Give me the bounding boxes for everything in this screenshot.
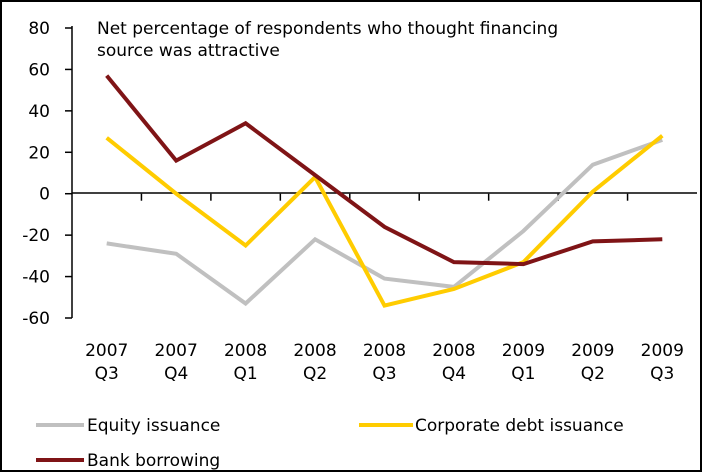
- legend-label: Corporate debt issuance: [415, 416, 624, 436]
- series-line-corporate-debt-issuance: [105, 134, 664, 308]
- x-tick-label-quarter: Q4: [442, 364, 466, 384]
- x-tick-label-quarter: Q3: [372, 364, 396, 384]
- x-tick-label-year: 2008: [363, 341, 406, 361]
- chart-annotation-line-1: Net percentage of respondents who though…: [97, 19, 558, 39]
- y-tick-label: 0: [39, 185, 50, 205]
- x-tick-label-quarter: Q3: [650, 364, 674, 384]
- legend: Equity issuance Corporate debt issuance Ba…: [36, 416, 624, 471]
- y-tick-label: 60: [28, 60, 50, 80]
- x-tick-label-quarter: Q1: [511, 364, 535, 384]
- series-line-equity-issuance: [106, 138, 663, 307]
- x-tick-label-year: 2009: [571, 341, 614, 361]
- legend-label: Bank borrowing: [87, 451, 220, 471]
- x-tick-label-quarter: Q2: [303, 364, 327, 384]
- x-tick-label-quarter: Q2: [581, 364, 605, 384]
- x-tick-label-year: 2007: [155, 341, 198, 361]
- x-tick-label-year: 2008: [224, 341, 267, 361]
- x-tick-label-year: 2008: [432, 341, 475, 361]
- series-lines: [105, 74, 664, 308]
- chart-annotation-line-2: source was attractive: [97, 41, 280, 61]
- x-tick-label-quarter: Q1: [234, 364, 258, 384]
- y-tick-label: 80: [28, 19, 50, 39]
- y-ticks: 80 60 40 20 0 -20 -40 -60: [22, 19, 72, 329]
- legend-label: Equity issuance: [87, 416, 220, 436]
- y-tick-label: 40: [28, 102, 50, 122]
- x-tick-label-year: 2009: [502, 341, 545, 361]
- x-tick-label-year: 2007: [85, 341, 128, 361]
- series-line-bank-borrowing: [105, 74, 663, 267]
- y-tick-label: 20: [28, 143, 50, 163]
- x-tick-label-year: 2009: [641, 341, 684, 361]
- x-ticks: 2007 Q3 2007 Q4 2008 Q1 2008 Q2 2008 Q3 2008 Q4 2009…: [85, 193, 684, 384]
- x-tick-label-quarter: Q3: [95, 364, 119, 384]
- y-tick-label: -40: [22, 268, 50, 288]
- x-tick-label-year: 2008: [293, 341, 336, 361]
- y-tick-label: -20: [22, 226, 50, 246]
- x-tick-label-quarter: Q4: [164, 364, 188, 384]
- y-tick-label: -60: [22, 309, 50, 329]
